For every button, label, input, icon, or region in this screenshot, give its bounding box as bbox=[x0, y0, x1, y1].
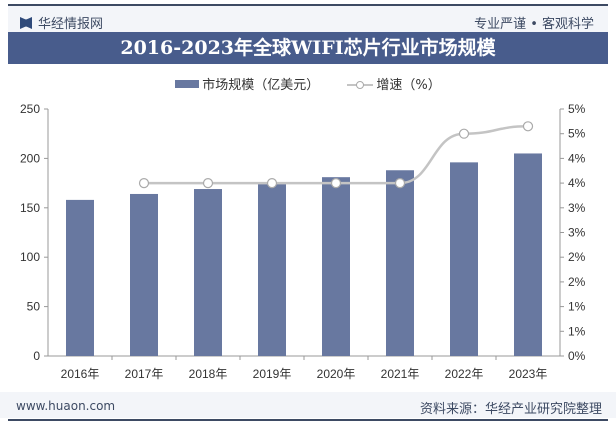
brand-logo: 华经情报网 bbox=[20, 13, 103, 32]
x-tick-label: 2022年 bbox=[445, 367, 484, 381]
left-tick-label: 50 bbox=[27, 300, 41, 314]
growth-point bbox=[394, 178, 406, 189]
growth-point bbox=[458, 128, 470, 139]
right-tick-label: 0% bbox=[568, 349, 586, 363]
right-tick-label: 5% bbox=[568, 127, 586, 141]
top-rule bbox=[8, 4, 608, 6]
right-tick-label: 2% bbox=[568, 250, 586, 264]
x-tick-label: 2017年 bbox=[125, 367, 164, 381]
left-tick-label: 150 bbox=[20, 201, 40, 215]
x-tick-label: 2020年 bbox=[317, 367, 356, 381]
right-tick-label: 2% bbox=[568, 275, 586, 289]
left-tick-label: 200 bbox=[20, 151, 40, 165]
bar bbox=[258, 184, 286, 356]
x-tick-label: 2021年 bbox=[381, 367, 420, 381]
right-tick-label: 4% bbox=[568, 151, 586, 165]
bar bbox=[514, 153, 542, 356]
right-tick-label: 4% bbox=[568, 176, 586, 190]
brand-name: 华经情报网 bbox=[38, 17, 104, 32]
growth-point bbox=[330, 178, 342, 189]
footer-source: 资料来源：华经产业研究院整理 bbox=[419, 402, 602, 417]
legend: 市场规模（亿美元） 增速（%） bbox=[0, 74, 616, 93]
slogan: 专业严谨 • 客观科学 bbox=[474, 17, 594, 32]
book-icon bbox=[20, 17, 32, 29]
bar bbox=[194, 189, 222, 356]
bar bbox=[130, 193, 158, 356]
x-tick-label: 2019年 bbox=[253, 367, 292, 381]
growth-point bbox=[266, 178, 278, 189]
left-tick-label: 100 bbox=[20, 250, 40, 264]
legend-bar-swatch bbox=[175, 79, 200, 88]
legend-line-label: 增速（%） bbox=[376, 78, 441, 93]
right-tick-label: 1% bbox=[568, 300, 586, 314]
growth-point bbox=[202, 178, 214, 189]
x-tick-label: 2018年 bbox=[189, 367, 228, 381]
chart-title: 2016-2023年全球WIFI芯片行业市场规模 bbox=[8, 32, 608, 64]
left-tick-label: 0 bbox=[33, 349, 40, 363]
bottom-rule bbox=[8, 419, 608, 421]
bar bbox=[66, 199, 94, 356]
growth-point bbox=[138, 178, 150, 189]
growth-point bbox=[522, 121, 534, 132]
x-tick-label: 2023年 bbox=[509, 367, 548, 381]
x-tick-label: 2016年 bbox=[61, 367, 100, 381]
footer: www.huaon.com 资料来源：华经产业研究院整理 bbox=[0, 392, 616, 418]
bar bbox=[322, 177, 350, 356]
right-tick-label: 1% bbox=[568, 324, 586, 338]
right-tick-label: 3% bbox=[568, 226, 586, 240]
footer-url: www.huaon.com bbox=[16, 399, 116, 413]
left-tick-label: 250 bbox=[20, 102, 40, 116]
legend-line-swatch bbox=[347, 79, 374, 89]
bar bbox=[450, 162, 478, 356]
bar bbox=[386, 170, 414, 356]
header: 华经情报网 专业严谨 • 客观科学 bbox=[8, 6, 608, 32]
right-tick-label: 3% bbox=[568, 201, 586, 215]
legend-bar-label: 市场规模（亿美元） bbox=[202, 78, 320, 93]
right-tick-label: 5% bbox=[568, 102, 586, 116]
